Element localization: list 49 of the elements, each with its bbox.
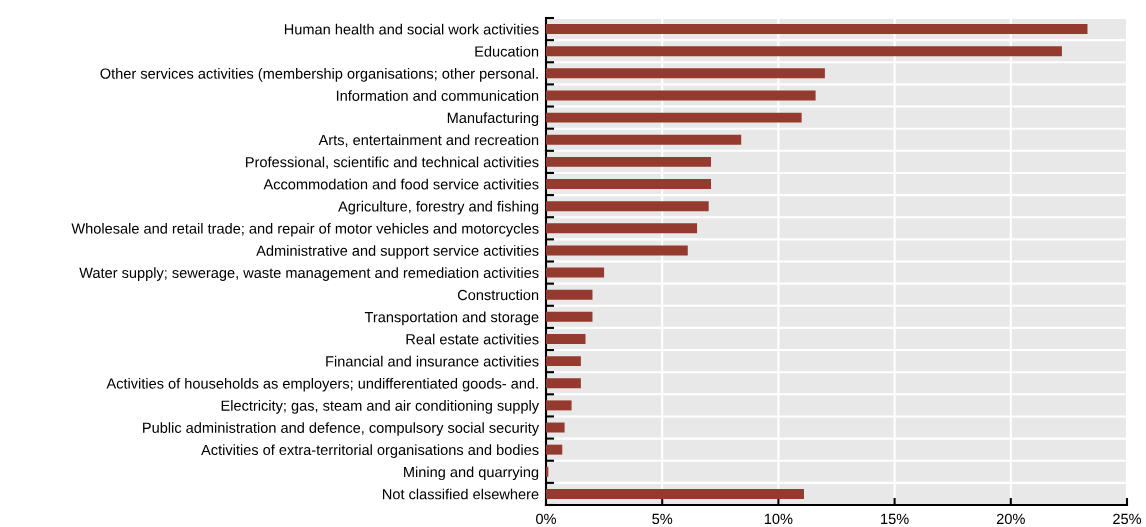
x-tick-label: 25% xyxy=(1113,513,1142,525)
bar xyxy=(546,488,804,499)
y-tick-label: Manufacturing xyxy=(447,112,539,126)
bar xyxy=(546,156,711,167)
y-tick-label: Mining and quarrying xyxy=(404,466,539,481)
bar xyxy=(546,334,586,344)
bar xyxy=(546,112,802,123)
bar xyxy=(546,24,1088,35)
x-tick-label: 5% xyxy=(652,513,673,525)
y-tick-label: Other services activities (membership organisations; other personal. xyxy=(100,68,538,82)
bar xyxy=(546,223,698,234)
y-tick-label: Activities of households as employers; undifferentiated goods- and. xyxy=(106,377,538,392)
y-tick-label: Administrative and support service activities xyxy=(256,245,539,259)
y-tick-label: Agriculture, forestry and fishing xyxy=(338,200,539,215)
bar xyxy=(546,134,742,145)
bar xyxy=(546,201,709,212)
bar xyxy=(546,400,572,411)
y-tick-label: Information and communication xyxy=(336,90,539,101)
bar xyxy=(546,378,581,389)
y-tick-label: Not classified elsewhere xyxy=(383,488,539,500)
bar xyxy=(546,311,593,322)
y-tick-label: Public administration and defence, compulsory social security xyxy=(143,422,540,436)
y-tick-label: Professional, scientific and technical activities xyxy=(246,156,539,170)
bar xyxy=(546,90,816,101)
bar xyxy=(546,356,581,367)
y-tick-label: Transportation and storage xyxy=(364,311,539,326)
y-tick-label: Electricity; gas, steam and air conditioning supply xyxy=(221,400,540,414)
y-tick-label: Real estate activities xyxy=(406,333,539,345)
y-tick-label: Water supply; sewerage, waste management and remediation activities xyxy=(79,267,539,281)
y-tick-label: Financial and insurance activities xyxy=(326,355,539,367)
bar xyxy=(546,245,688,256)
y-tick-label: Construction xyxy=(457,289,539,301)
bar xyxy=(546,179,711,189)
bar xyxy=(546,68,825,79)
y-tick-label: Arts, entertainment and recreation xyxy=(318,134,539,147)
y-tick-label: Accommodation and food service activities xyxy=(263,178,539,190)
y-tick-label: Education xyxy=(475,45,539,57)
bar xyxy=(546,444,563,455)
x-tick-label: 15% xyxy=(881,513,909,525)
bar xyxy=(546,46,1062,57)
x-tick-label: 10% xyxy=(764,513,793,525)
x-tick-label: 0% xyxy=(536,513,557,525)
x-tick-label: 20% xyxy=(996,513,1025,525)
y-tick-label: Wholesale and retail trade; and repair of motor vehicles and motorcycles xyxy=(71,223,539,237)
bar xyxy=(546,267,605,278)
y-tick-label: Activities of extra-territorial organisations and bodies xyxy=(201,444,539,458)
bar xyxy=(546,289,593,300)
y-tick-label: Human health and social work activities xyxy=(284,23,539,35)
bar xyxy=(546,422,565,433)
